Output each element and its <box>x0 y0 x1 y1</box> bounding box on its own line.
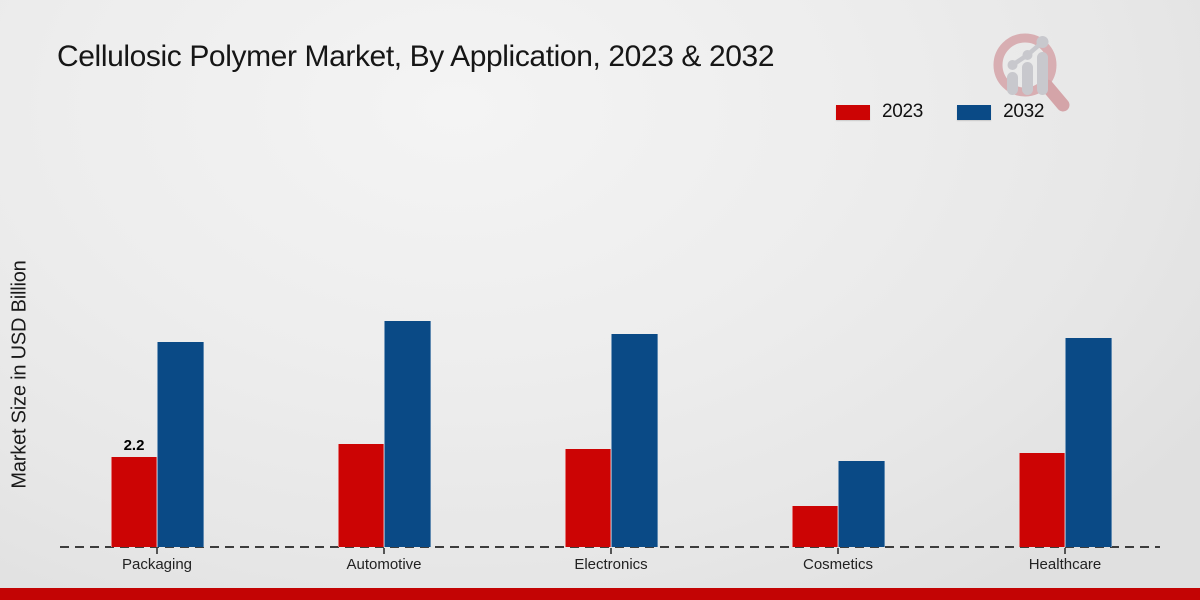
legend-swatch-2023 <box>836 104 870 120</box>
bar-cosmetics-2023 <box>791 506 838 547</box>
bar-automotive-2023 <box>337 444 384 547</box>
bar-electronics-2023 <box>564 449 611 547</box>
legend-swatch-2032 <box>957 104 992 120</box>
bar-healthcare-2023 <box>1018 453 1065 547</box>
x-axis-tick <box>156 548 158 554</box>
legend-label-2023: 2023 <box>882 101 924 122</box>
legend-item-2032: 2032 <box>957 101 1044 123</box>
x-category-label-electronics: Electronics <box>574 556 648 573</box>
bar-packaging-2032 <box>157 342 204 547</box>
x-axis-tick <box>1064 548 1066 554</box>
bar-packaging-2023 <box>110 457 157 547</box>
legend: 2023 2032 <box>836 101 1044 123</box>
x-category-label-healthcare: Healthcare <box>1028 556 1102 573</box>
magnifier-growth-chart-watermark-icon <box>993 33 1070 112</box>
bar-electronics-2032 <box>611 334 658 547</box>
x-category-label-packaging: Packaging <box>121 556 193 573</box>
bar-value-label-packaging: 2.2 <box>123 437 145 454</box>
x-category-label-automotive: Automotive <box>346 556 422 573</box>
x-axis-tick <box>610 548 612 554</box>
x-axis-tick <box>837 548 839 554</box>
bar-cosmetics-2032 <box>838 461 885 547</box>
chart-title: Cellulosic Polymer Market, By Applicatio… <box>57 40 775 73</box>
legend-item-2023: 2023 <box>836 101 923 123</box>
bar-healthcare-2032 <box>1065 338 1112 547</box>
x-axis-baseline <box>60 546 1160 548</box>
x-axis-tick <box>383 548 385 554</box>
legend-label-2032: 2032 <box>1003 101 1045 122</box>
x-category-label-cosmetics: Cosmetics <box>802 556 873 573</box>
footer-accent-bar <box>0 588 1200 600</box>
bar-automotive-2032 <box>384 321 431 547</box>
